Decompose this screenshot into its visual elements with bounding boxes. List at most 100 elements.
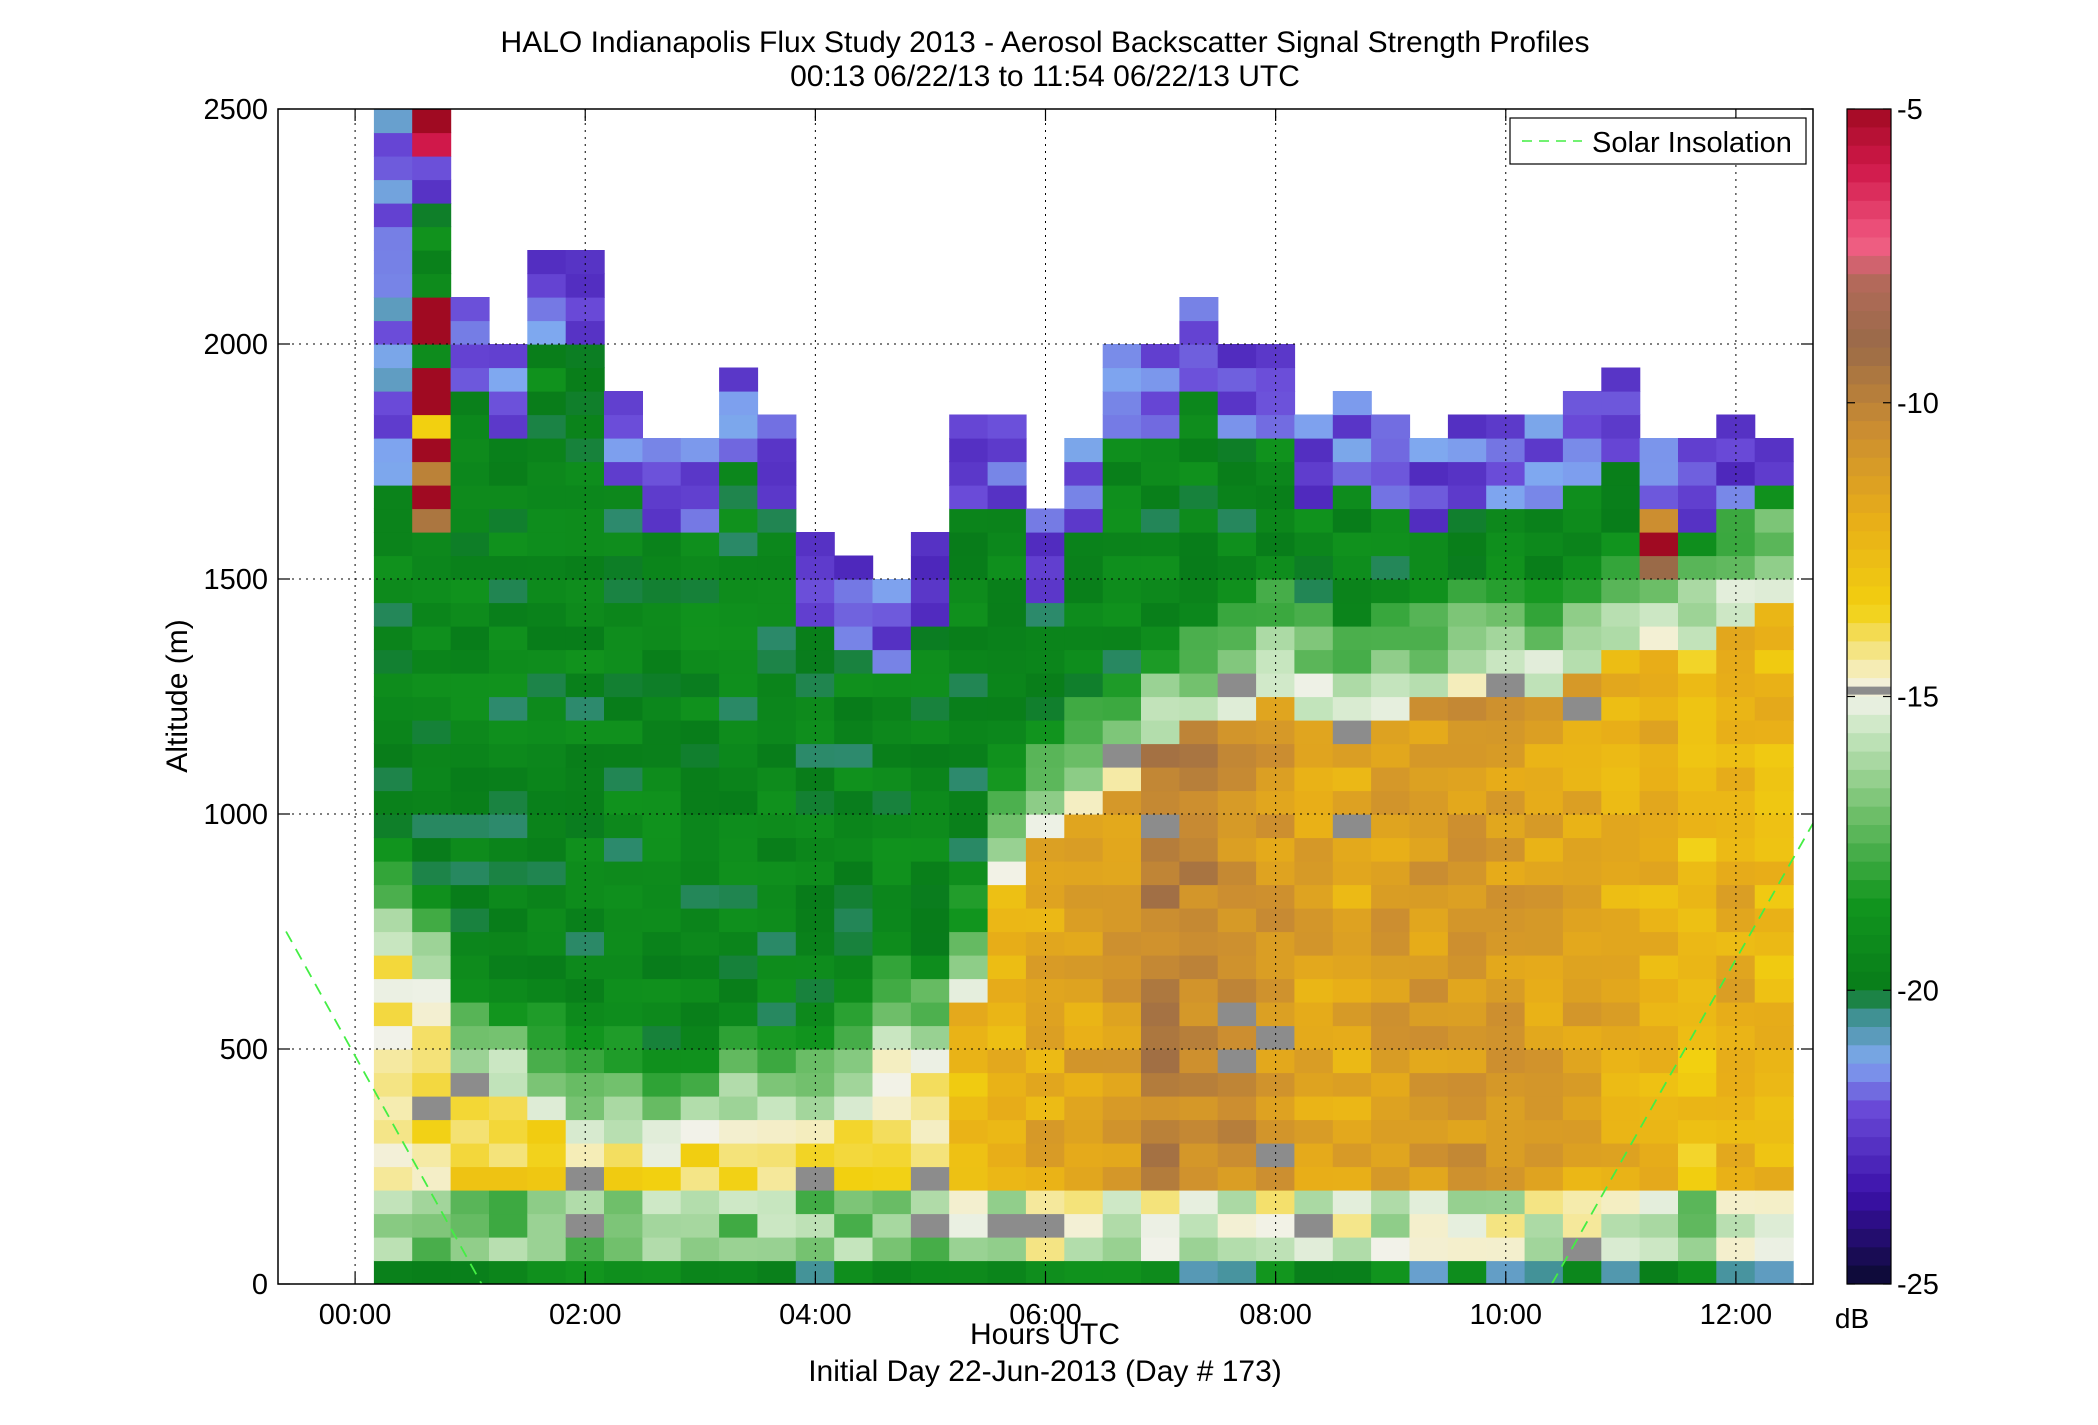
colorbar-band xyxy=(1847,1173,1891,1193)
heatmap-cell xyxy=(604,861,643,886)
heatmap-cell xyxy=(834,931,874,956)
heatmap-cell xyxy=(1141,367,1180,392)
heatmap-cell xyxy=(1409,1190,1449,1215)
heatmap-cell xyxy=(987,884,1027,909)
heatmap-cell xyxy=(373,414,413,439)
heatmap-cell xyxy=(872,1190,912,1215)
heatmap-cell xyxy=(527,320,567,345)
heatmap-cell xyxy=(1639,696,1679,721)
heatmap-cell xyxy=(949,884,989,909)
heatmap-cell xyxy=(1524,414,1564,439)
heatmap-cell xyxy=(489,837,528,862)
heatmap-cell xyxy=(1524,1237,1564,1262)
y-tick-label: 0 xyxy=(252,1269,268,1301)
heatmap-cell xyxy=(987,673,1027,698)
heatmap-cell xyxy=(872,790,912,815)
heatmap-cell xyxy=(604,1237,643,1262)
heatmap-cell xyxy=(757,532,797,557)
heatmap-cell xyxy=(1678,931,1717,956)
heatmap-cell xyxy=(412,743,452,768)
heatmap-cell xyxy=(489,673,528,698)
heatmap-cell xyxy=(412,579,452,604)
heatmap-cell xyxy=(1217,461,1257,486)
heatmap-cell xyxy=(1294,955,1334,980)
heatmap-cell xyxy=(1371,1049,1411,1074)
heatmap-cell xyxy=(1562,1260,1602,1284)
heatmap-cell xyxy=(565,1143,605,1168)
heatmap-cell xyxy=(412,1143,452,1168)
heatmap-cell xyxy=(1141,790,1180,815)
heatmap-cell xyxy=(1562,720,1602,745)
heatmap-cell xyxy=(1332,931,1372,956)
heatmap-cell xyxy=(1639,1260,1679,1284)
heatmap-cell xyxy=(834,1166,874,1191)
heatmap-cell xyxy=(1562,1190,1602,1215)
heatmap-cell xyxy=(1294,720,1334,745)
heatmap-cell xyxy=(1486,1025,1526,1050)
heatmap-cell xyxy=(565,555,605,580)
heatmap-cell xyxy=(1064,837,1104,862)
heatmap-cell xyxy=(795,884,835,909)
heatmap-cell xyxy=(1639,978,1679,1003)
heatmap-cell xyxy=(1716,1143,1756,1168)
heatmap-cell xyxy=(872,814,912,839)
heatmap-cell xyxy=(1294,626,1334,651)
heatmap-cell xyxy=(450,931,490,956)
heatmap-cell xyxy=(1025,1096,1065,1121)
heatmap-cell xyxy=(373,955,413,980)
heatmap-cell xyxy=(1754,743,1794,768)
heatmap-cell xyxy=(527,720,567,745)
heatmap-cell xyxy=(1217,1190,1257,1215)
heatmap-cell xyxy=(1371,1143,1411,1168)
heatmap-cell xyxy=(1409,790,1449,815)
heatmap-cell xyxy=(1447,1213,1487,1238)
heatmap-cell xyxy=(1179,837,1219,862)
heatmap-cell xyxy=(910,837,950,862)
colorbar-band xyxy=(1847,200,1891,220)
heatmap-cell xyxy=(373,391,413,416)
heatmap-cell xyxy=(1409,955,1449,980)
heatmap-cell xyxy=(1102,485,1142,510)
heatmap-cell xyxy=(1025,837,1065,862)
heatmap-cell xyxy=(1562,461,1602,486)
heatmap-cell xyxy=(1486,508,1526,533)
heatmap-cell xyxy=(1217,884,1257,909)
heatmap-cell xyxy=(489,1190,528,1215)
heatmap-cell xyxy=(604,1096,643,1121)
heatmap-cell xyxy=(949,955,989,980)
heatmap-cell xyxy=(1179,602,1219,627)
heatmap-cell xyxy=(1332,391,1372,416)
heatmap-cell xyxy=(1332,673,1372,698)
heatmap-cell xyxy=(1639,1143,1679,1168)
heatmap-cell xyxy=(450,978,490,1003)
heatmap-cell xyxy=(1332,814,1372,839)
heatmap-cell xyxy=(373,1002,413,1027)
heatmap-cell xyxy=(1064,508,1104,533)
heatmap-cell xyxy=(987,743,1027,768)
heatmap-cell xyxy=(1294,743,1334,768)
colorbar-band xyxy=(1847,733,1891,753)
heatmap-cell xyxy=(489,1072,528,1097)
heatmap-cell xyxy=(642,579,682,604)
heatmap-cell xyxy=(450,673,490,698)
heatmap-cell xyxy=(987,1119,1027,1144)
heatmap-cell xyxy=(1409,837,1449,862)
heatmap-cell xyxy=(1064,1190,1104,1215)
heatmap-cell xyxy=(757,1166,797,1191)
heatmap-cell xyxy=(1524,602,1564,627)
heatmap-cell xyxy=(1179,1260,1219,1284)
heatmap-cell xyxy=(1217,649,1257,674)
heatmap-cell xyxy=(1294,1237,1334,1262)
heatmap-cell xyxy=(987,1025,1027,1050)
heatmap-cell xyxy=(1141,1025,1180,1050)
heatmap-cell xyxy=(719,743,759,768)
heatmap-cell xyxy=(949,1072,989,1097)
heatmap-cell xyxy=(1217,1096,1257,1121)
heatmap-cell xyxy=(1102,1072,1142,1097)
heatmap-cell xyxy=(1064,555,1104,580)
heatmap-cell xyxy=(1447,720,1487,745)
heatmap-cell xyxy=(373,273,413,298)
heatmap-cell xyxy=(489,344,528,369)
heatmap-cell xyxy=(680,1025,720,1050)
heatmap-cell xyxy=(1217,391,1257,416)
